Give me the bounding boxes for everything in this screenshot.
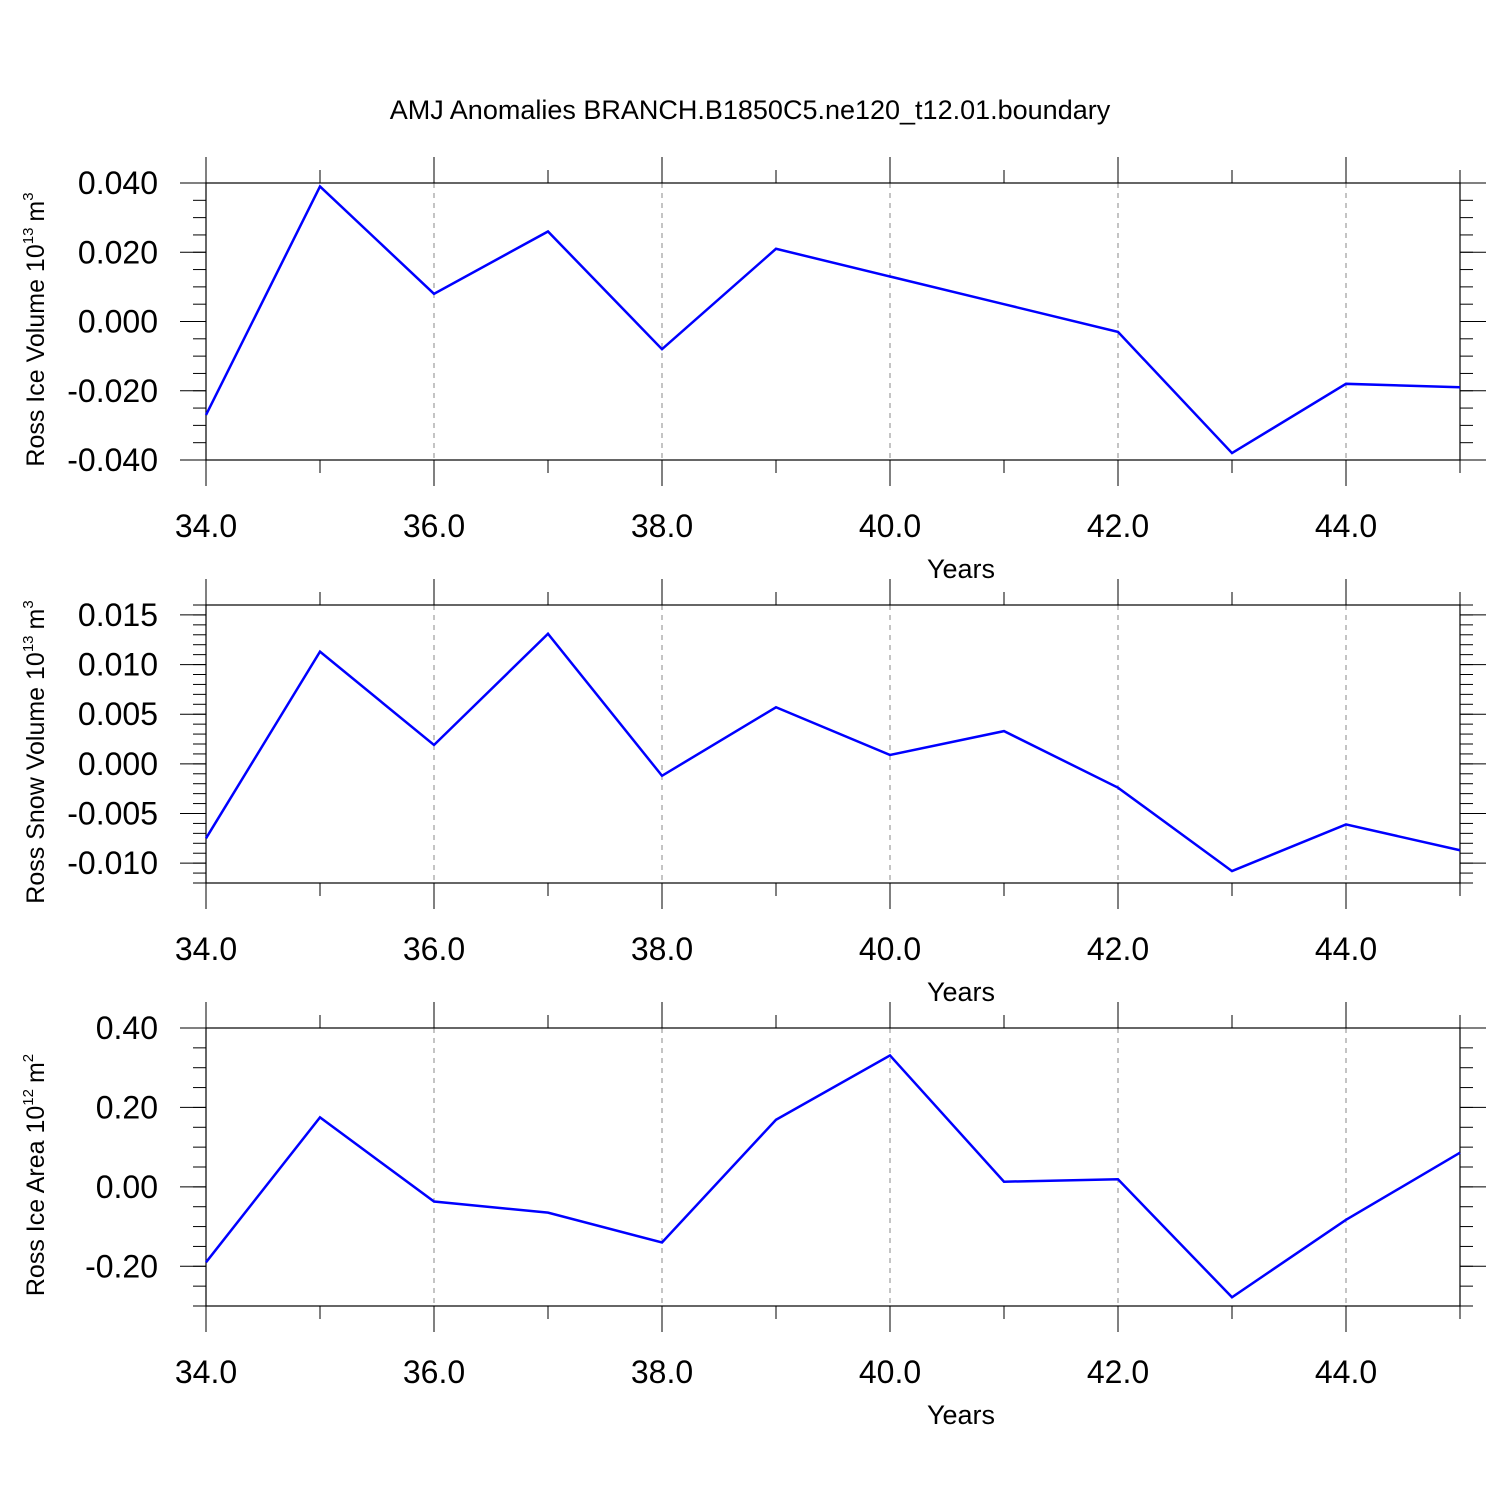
x-tick-label: 42.0 [1087,931,1149,967]
y-tick-label: 0.005 [78,696,158,732]
plot-frame [205,1027,1461,1307]
x-tick-label: 34.0 [175,931,237,967]
x-tick-label: 44.0 [1315,1354,1377,1390]
y-tick-label: 0.000 [78,304,158,340]
chart-panel-3: 0.40 0.20 0.00 -0.20 34.0 36.0 38.0 40.0 42.0 44.… [20,1002,1486,1430]
y-axis-label-unit-exponent: 2 [20,1054,37,1062]
y-axis-label-exponent: 13 [20,228,37,245]
chart-panel-1: 0.040 0.020 0.000 -0.020 -0.040 34.0 36.0 38.0 4… [20,157,1486,584]
y-axis-label-unit: m [22,201,50,222]
x-tick-label: 38.0 [631,931,693,967]
y-tick-label: 0.015 [78,597,158,633]
x-axis-label: Years [927,977,995,1007]
y-axis-label: Ross Ice Volume 1013 m3 [20,192,50,466]
y-tick-label: 0.40 [96,1010,158,1046]
x-tick-label: 34.0 [175,1354,237,1390]
x-tick-label: 44.0 [1315,508,1377,544]
x-tick-label: 38.0 [631,1354,693,1390]
plot-frame [205,182,1461,461]
y-axis-label-unit: m [22,1062,50,1083]
y-axis-label-text: Ross Ice Volume 10 [22,244,50,466]
y-tick-label: 0.020 [78,234,158,270]
series-line [205,1053,1461,1299]
y-tick-label: -0.010 [67,845,158,881]
y-tick-label: -0.040 [67,442,158,478]
x-tick-label: 40.0 [859,508,921,544]
y-axis-label-unit-exponent: 3 [20,192,37,200]
y-tick-label: 0.010 [78,647,158,683]
x-tick-label: 38.0 [631,508,693,544]
y-tick-label: 0.040 [78,165,158,201]
y-tick-label: 0.000 [78,746,158,782]
x-tick-label: 40.0 [859,931,921,967]
y-axis-label-exponent: 13 [20,635,37,652]
x-tick-label: 40.0 [859,1354,921,1390]
chart-panel-2: 0.015 0.010 0.005 0.000 -0.005 -0.010 34.0 36.0… [20,579,1486,1007]
y-tick-label: -0.020 [67,373,158,409]
y-axis-label-exponent: 12 [20,1089,37,1106]
x-tick-label: 44.0 [1315,931,1377,967]
x-tick-label: 36.0 [403,931,465,967]
plot-frame [205,604,1461,884]
x-tick-label: 36.0 [403,1354,465,1390]
y-tick-label: 0.20 [96,1089,158,1125]
x-tick-label: 34.0 [175,508,237,544]
y-axis-label-text: Ross Snow Volume 10 [22,652,50,904]
series-line [204,631,1461,873]
x-axis-label: Years [927,554,995,584]
y-tick-label: 0.00 [96,1169,158,1205]
y-axis-label-unit-exponent: 3 [20,600,37,608]
figure-title: AMJ Anomalies BRANCH.B1850C5.ne120_t12.0… [390,95,1111,125]
series-line [204,184,1461,455]
y-axis-label-text: Ross Ice Area 10 [22,1106,50,1296]
y-axis-label: Ross Snow Volume 1013 m3 [20,600,50,903]
y-tick-label: -0.20 [85,1248,158,1284]
y-tick-label: -0.005 [67,796,158,832]
y-axis-label: Ross Ice Area 1012 m2 [20,1054,50,1296]
x-tick-label: 42.0 [1087,1354,1149,1390]
chart-panels: 0.040 0.020 0.000 -0.020 -0.040 34.0 36.0 38.0 4… [20,157,1486,1430]
x-axis-label: Years [927,1400,995,1430]
x-tick-label: 42.0 [1087,508,1149,544]
y-axis-label-unit: m [22,609,50,630]
x-tick-label: 36.0 [403,508,465,544]
